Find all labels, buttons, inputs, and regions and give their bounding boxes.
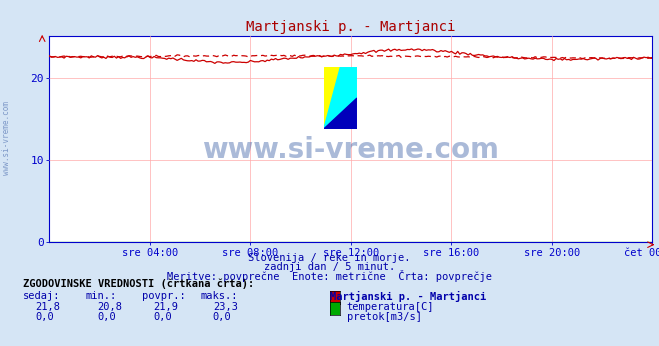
Text: 20,8: 20,8 bbox=[98, 302, 123, 312]
Text: 0,0: 0,0 bbox=[98, 312, 116, 322]
Text: zadnji dan / 5 minut.: zadnji dan / 5 minut. bbox=[264, 262, 395, 272]
Text: 21,9: 21,9 bbox=[154, 302, 179, 312]
Text: 0,0: 0,0 bbox=[213, 312, 231, 322]
Text: www.si-vreme.com: www.si-vreme.com bbox=[202, 136, 500, 164]
Text: 0,0: 0,0 bbox=[154, 312, 172, 322]
Text: maks.:: maks.: bbox=[201, 291, 239, 301]
Text: sedaj:: sedaj: bbox=[23, 291, 61, 301]
Text: min.:: min.: bbox=[86, 291, 117, 301]
Text: Martjanski p. - Martjanci: Martjanski p. - Martjanci bbox=[330, 291, 486, 302]
Title: Martjanski p. - Martjanci: Martjanski p. - Martjanci bbox=[246, 20, 455, 34]
Text: www.si-vreme.com: www.si-vreme.com bbox=[2, 101, 11, 175]
Text: 0,0: 0,0 bbox=[35, 312, 53, 322]
Text: 23,3: 23,3 bbox=[213, 302, 238, 312]
Text: Meritve: povprečne  Enote: metrične  Črta: povprečje: Meritve: povprečne Enote: metrične Črta:… bbox=[167, 270, 492, 282]
Text: temperatura[C]: temperatura[C] bbox=[347, 302, 434, 312]
Text: ZGODOVINSKE VREDNOSTI (črtkana črta):: ZGODOVINSKE VREDNOSTI (črtkana črta): bbox=[23, 279, 254, 289]
Text: povpr.:: povpr.: bbox=[142, 291, 185, 301]
Text: pretok[m3/s]: pretok[m3/s] bbox=[347, 312, 422, 322]
Text: 21,8: 21,8 bbox=[35, 302, 60, 312]
Text: Slovenija / reke in morje.: Slovenija / reke in morje. bbox=[248, 253, 411, 263]
